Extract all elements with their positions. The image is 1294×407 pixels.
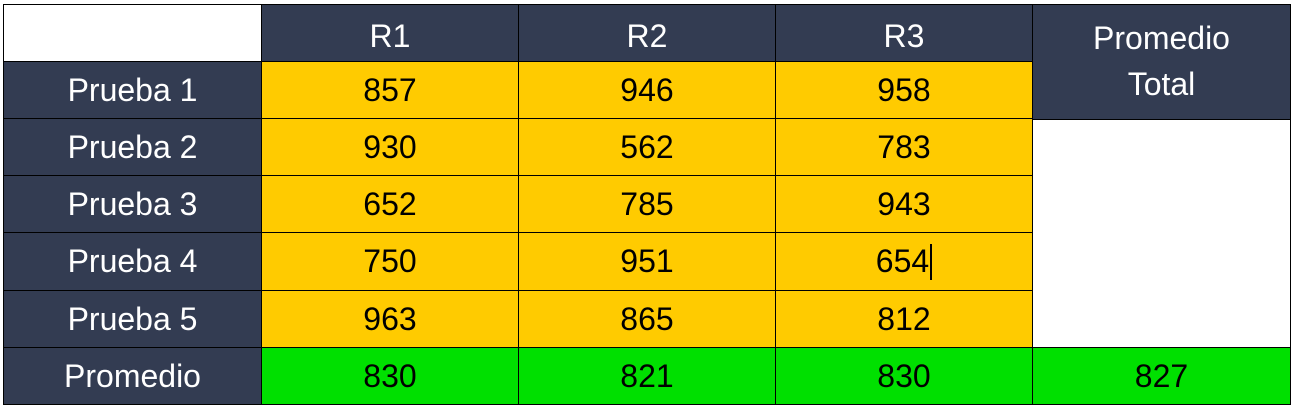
cell-prueba-2-r2[interactable]: 562 [518,118,776,176]
column-header-overall-average[interactable]: Promedio Total [1032,4,1291,120]
average-r3[interactable]: 830 [775,347,1033,405]
cell-prueba-1-r3[interactable]: 958 [775,61,1033,119]
cell-prueba-5-r3[interactable]: 812 [775,290,1033,348]
cell-prueba-4-r3[interactable]: 654 [775,232,1033,291]
column-header-r3[interactable]: R3 [775,4,1033,62]
column-header-r2[interactable]: R2 [518,4,776,62]
row-header-prueba-4[interactable]: Prueba 4 [3,232,262,291]
row-header-prueba-1[interactable]: Prueba 1 [3,61,262,119]
cell-prueba-3-r1[interactable]: 652 [261,175,519,233]
cell-prueba-4-r2[interactable]: 951 [518,232,776,291]
row-header-prueba-3[interactable]: Prueba 3 [3,175,262,233]
cell-prueba-2-r1[interactable]: 930 [261,118,519,176]
cell-prueba-4-r1[interactable]: 750 [261,232,519,291]
cell-prueba-1-r1[interactable]: 857 [261,61,519,119]
column-header-r1[interactable]: R1 [261,4,519,62]
average-r2[interactable]: 821 [518,347,776,405]
cell-prueba-5-r1[interactable]: 963 [261,290,519,348]
text-cursor [930,243,933,280]
overall-average-value[interactable]: 827 [1032,347,1291,405]
corner-cell [3,4,262,62]
overall-average-header-line-1: Promedio [1093,20,1230,56]
empty-overall-cell[interactable] [1032,119,1291,348]
row-header-prueba-5[interactable]: Prueba 5 [3,290,262,348]
cell-prueba-2-r3[interactable]: 783 [775,118,1033,176]
cell-prueba-5-r2[interactable]: 865 [518,290,776,348]
cell-prueba-4-r3-value: 654 [875,243,930,280]
average-r1[interactable]: 830 [261,347,519,405]
cell-prueba-3-r2[interactable]: 785 [518,175,776,233]
overall-average-header-line-2: Total [1127,66,1196,103]
row-header-prueba-2[interactable]: Prueba 2 [3,118,262,176]
cell-prueba-3-r3[interactable]: 943 [775,175,1033,233]
overall-average-header-text: Promedio Total [1093,15,1230,108]
row-header-promedio[interactable]: Promedio [3,347,262,405]
cell-prueba-1-r2[interactable]: 946 [518,61,776,119]
